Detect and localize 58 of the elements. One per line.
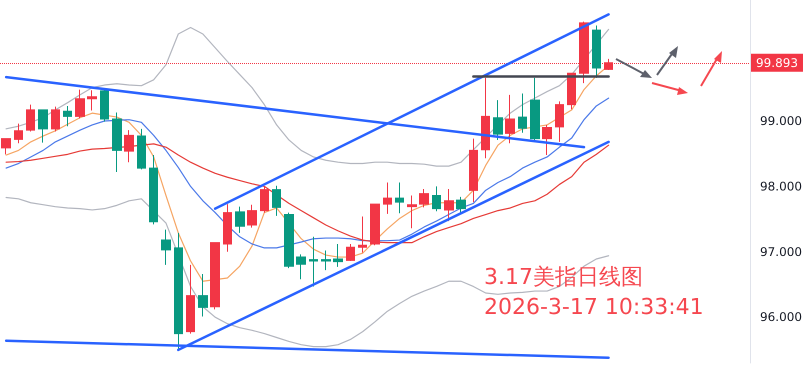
candlestick (284, 212, 294, 269)
candlestick (419, 188, 429, 208)
candlestick (505, 94, 515, 144)
candlestick (395, 182, 404, 214)
candlestick (161, 229, 171, 266)
candlestick (333, 243, 343, 268)
candlestick (272, 185, 281, 216)
y-tick-label: 99.000 (760, 114, 802, 128)
candlestick (235, 206, 245, 234)
candlestick (112, 112, 122, 173)
candlestick (481, 77, 490, 159)
y-tick-label: 98.000 (760, 179, 802, 194)
candlestick (87, 90, 97, 112)
candlestick (592, 25, 601, 78)
candlestick (296, 254, 306, 280)
line-series (6, 98, 610, 248)
candlestick (137, 128, 146, 170)
candlestick (1, 138, 11, 155)
candlestick (567, 72, 576, 110)
candlestick (407, 195, 417, 229)
candlestick (174, 232, 183, 350)
candlestick (518, 93, 527, 134)
candlestick (346, 243, 355, 262)
candlestick (51, 106, 60, 132)
candlestick (530, 77, 540, 140)
candlestick (75, 89, 85, 119)
line-series (6, 143, 610, 244)
candlestick (100, 88, 109, 122)
candlestick (321, 250, 331, 271)
candlestick (542, 124, 552, 156)
candlestick (358, 216, 367, 253)
candlestick (14, 123, 23, 144)
candlestick (444, 188, 454, 222)
candlestick (309, 236, 318, 287)
candlestick (432, 186, 441, 212)
candlestick (26, 104, 35, 132)
candlestick (260, 186, 269, 214)
annotation: 3.17美指日线图 (484, 264, 643, 292)
candlestick (555, 100, 564, 142)
candlestick (149, 154, 158, 225)
line-series (6, 26, 610, 167)
candlestick (247, 204, 257, 228)
candlestick (63, 105, 72, 127)
candlestick (370, 204, 380, 246)
ref-line-label: 99.893 (756, 56, 798, 70)
annotation: 2026-3-17 10:33:41 (484, 295, 704, 320)
candlestick (493, 100, 503, 140)
candlestick (456, 196, 466, 214)
y-tick-label: 96.000 (760, 310, 802, 324)
candlestick (223, 204, 232, 252)
candlestick (124, 130, 134, 163)
y-tick-label: 97.000 (760, 244, 802, 259)
candlestick (186, 264, 195, 334)
candlestick (198, 274, 208, 318)
candlestick (469, 138, 478, 203)
candlestick (210, 242, 220, 310)
candlestick (383, 182, 392, 214)
candlestick (38, 109, 48, 144)
